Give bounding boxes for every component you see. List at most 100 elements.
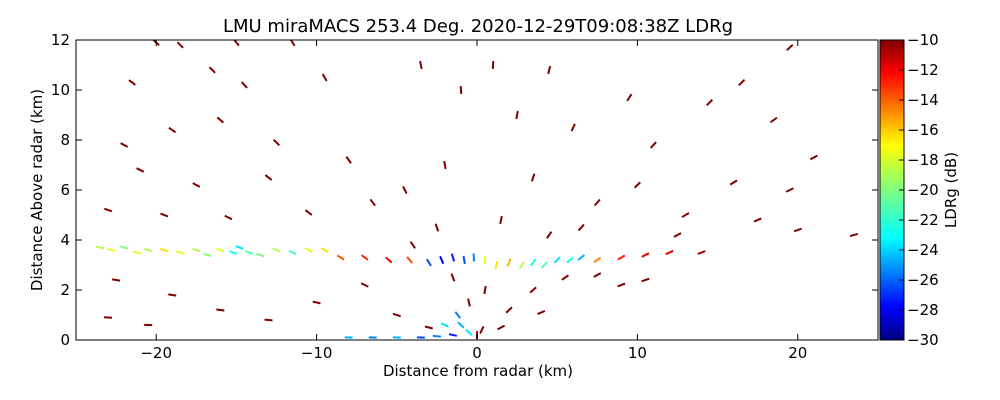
data-point: [208, 66, 216, 74]
data-point: [103, 207, 113, 213]
data-point: [425, 258, 432, 267]
colorbar-tick-label: −28: [907, 301, 939, 319]
data-point: [392, 312, 401, 318]
x-tick-label: −10: [301, 344, 333, 362]
data-point: [467, 298, 471, 307]
data-point: [547, 65, 552, 75]
data-point: [419, 60, 423, 70]
data-point: [272, 138, 281, 147]
data-point: [729, 179, 738, 186]
data-point: [809, 154, 818, 161]
data-point: [785, 187, 794, 193]
y-tick-label: 0: [60, 331, 70, 349]
data-point: [786, 44, 794, 51]
data-point: [706, 98, 714, 107]
data-point: [176, 41, 184, 49]
data-point: [483, 255, 487, 265]
data-point: [641, 277, 650, 283]
data-point: [465, 329, 473, 336]
data-point: [577, 223, 585, 232]
data-point: [336, 254, 345, 261]
x-axis-label: Distance from radar (km): [383, 362, 573, 380]
data-point: [128, 79, 136, 86]
x-tick-label: 0: [472, 344, 482, 362]
data-point: [457, 321, 465, 329]
data-point: [459, 85, 463, 95]
data-point: [160, 247, 169, 253]
colorbar-tick-label: −22: [907, 211, 939, 229]
data-point: [499, 215, 503, 225]
data-point: [529, 286, 537, 294]
data-point: [240, 81, 248, 89]
chart-title: LMU miraMACS 253.4 Deg. 2020-12-29T09:08…: [223, 16, 733, 37]
data-point: [681, 212, 690, 218]
data-point: [641, 252, 650, 258]
x-tick-label: 10: [628, 344, 647, 362]
data-point: [665, 249, 674, 256]
data-point: [439, 255, 445, 265]
colorbar-ticks: −30 −28 −26 −24 −22 −20 −18 −16 −14 −12 −10: [899, 31, 939, 349]
colorbar-tick-label: −24: [907, 241, 939, 259]
data-point: [753, 217, 762, 223]
data-point: [530, 173, 536, 182]
x-tick-label: −20: [140, 344, 172, 362]
data-point: [321, 73, 328, 82]
data-point: [136, 167, 145, 173]
data-point: [540, 261, 548, 269]
y-axis: 0 2 4 6 8 10 12: [51, 31, 878, 349]
data-point: [450, 273, 456, 282]
data-point: [160, 212, 169, 218]
data-point: [424, 325, 434, 330]
data-point: [216, 116, 225, 124]
data-point: [216, 308, 225, 312]
data-point: [593, 256, 602, 264]
data-point: [479, 325, 485, 335]
data-point: [216, 247, 225, 253]
data-point: [320, 247, 329, 253]
data-point: [546, 231, 553, 239]
data-point: [626, 93, 633, 102]
data-point: [168, 293, 177, 297]
data-point: [107, 248, 116, 252]
data-point: [434, 223, 440, 232]
data-point: [120, 142, 129, 148]
data-point: [673, 232, 682, 238]
data-point: [111, 278, 121, 282]
colorbar-tick-label: −30: [907, 331, 939, 349]
data-point: [432, 334, 441, 338]
data-point: [192, 247, 201, 253]
y-tick-label: 2: [60, 281, 70, 299]
data-point: [849, 232, 859, 238]
y-tick-label: 10: [51, 81, 70, 99]
data-point: [119, 245, 129, 250]
data-point: [245, 250, 254, 255]
data-point: [506, 258, 512, 267]
data-point: [769, 116, 778, 124]
data-point: [203, 252, 212, 258]
data-point: [385, 256, 393, 264]
data-point: [360, 254, 369, 261]
data-marks: [95, 40, 859, 339]
data-point: [132, 250, 142, 255]
data-point: [168, 126, 177, 134]
data-point: [304, 247, 313, 253]
colorbar-tick-label: −12: [907, 61, 939, 79]
data-point: [483, 285, 487, 295]
data-point: [454, 311, 461, 319]
data-point: [617, 254, 626, 261]
data-point: [176, 250, 185, 255]
colorbar-tick-label: −20: [907, 181, 939, 199]
data-point: [566, 256, 574, 264]
data-point: [537, 310, 546, 315]
x-tick-label: 20: [788, 344, 807, 362]
data-point: [505, 306, 513, 314]
colorbar-tick-label: −10: [907, 31, 939, 49]
data-point: [462, 255, 466, 265]
data-point: [738, 78, 746, 87]
data-point: [144, 247, 153, 253]
colorbar-tick-label: −18: [907, 151, 939, 169]
data-point: [288, 249, 297, 256]
y-tick-label: 12: [51, 31, 70, 49]
data-point: [553, 256, 561, 264]
data-point: [312, 300, 321, 305]
